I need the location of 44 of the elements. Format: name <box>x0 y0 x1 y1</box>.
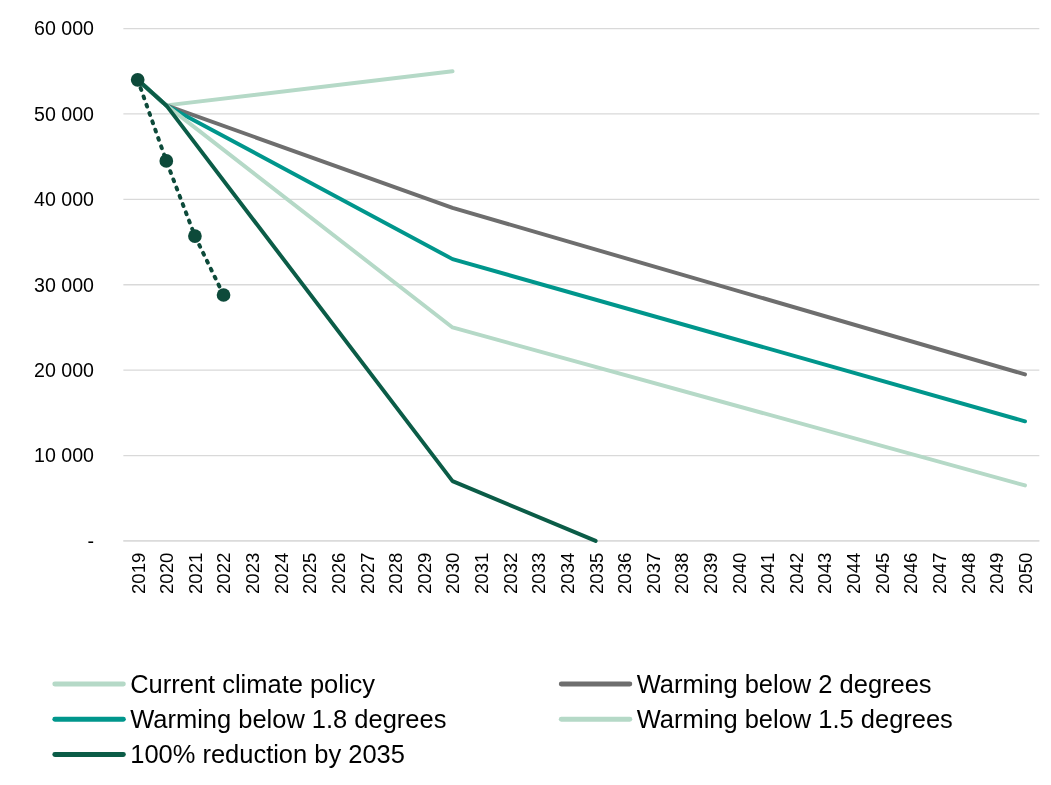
x-tick-label: 2050 <box>1014 552 1036 595</box>
legend-label: Warming below 1.5 degrees <box>636 705 953 734</box>
x-tick-label: 2043 <box>814 552 836 595</box>
x-tick-label: 2023 <box>242 552 264 595</box>
x-tick-label: 2047 <box>928 552 950 595</box>
x-tick-label: 2031 <box>471 552 493 595</box>
x-tick-label: 2046 <box>900 552 922 595</box>
x-tick-label: 2027 <box>356 552 378 595</box>
x-tick-label: 2030 <box>442 552 464 595</box>
legend-label: Warming below 2 degrees <box>636 669 932 698</box>
x-tick-label: 2038 <box>671 552 693 595</box>
x-tick-label: 2019 <box>127 552 149 595</box>
x-tick-label: 2042 <box>785 552 807 595</box>
x-tick-label: 2045 <box>871 552 893 595</box>
x-tick-label: 2037 <box>642 552 664 595</box>
x-tick-label: 2039 <box>700 552 721 595</box>
x-tick-label: 2028 <box>385 552 407 595</box>
y-tick-label: 50 000 <box>34 102 95 125</box>
x-tick-label: 2032 <box>499 552 521 595</box>
legend-label: Current climate policy <box>130 669 376 698</box>
y-tick-label: - <box>87 529 94 552</box>
legend-label: Warming below 1.8 degrees <box>130 705 447 734</box>
x-tick-label: 2040 <box>728 552 750 595</box>
y-tick-label: 30 000 <box>34 273 95 296</box>
legend-label: 100% reduction by 2035 <box>130 740 405 769</box>
y-tick-label: 10 000 <box>34 444 95 467</box>
x-tick-label: 2049 <box>986 552 1008 595</box>
x-tick-label: 2044 <box>843 552 865 595</box>
x-tick-label: 2029 <box>413 552 435 595</box>
y-tick-label: 20 000 <box>34 358 95 381</box>
x-tick-label: 2048 <box>957 552 979 595</box>
x-tick-label: 2021 <box>184 552 206 595</box>
x-tick-label: 2026 <box>327 552 349 595</box>
y-tick-label: 60 000 <box>34 17 95 40</box>
x-tick-label: 2025 <box>299 552 321 595</box>
x-tick-label: 2034 <box>556 552 578 595</box>
x-tick-label: 2036 <box>614 552 636 595</box>
x-tick-label: 2035 <box>585 552 607 595</box>
y-tick-label: 40 000 <box>34 188 95 211</box>
x-tick-label: 2041 <box>757 552 779 595</box>
x-tick-label: 2022 <box>213 552 235 595</box>
x-tick-label: 2024 <box>270 552 292 595</box>
x-tick-label: 2020 <box>156 552 178 595</box>
x-tick-label: 2033 <box>528 552 550 595</box>
